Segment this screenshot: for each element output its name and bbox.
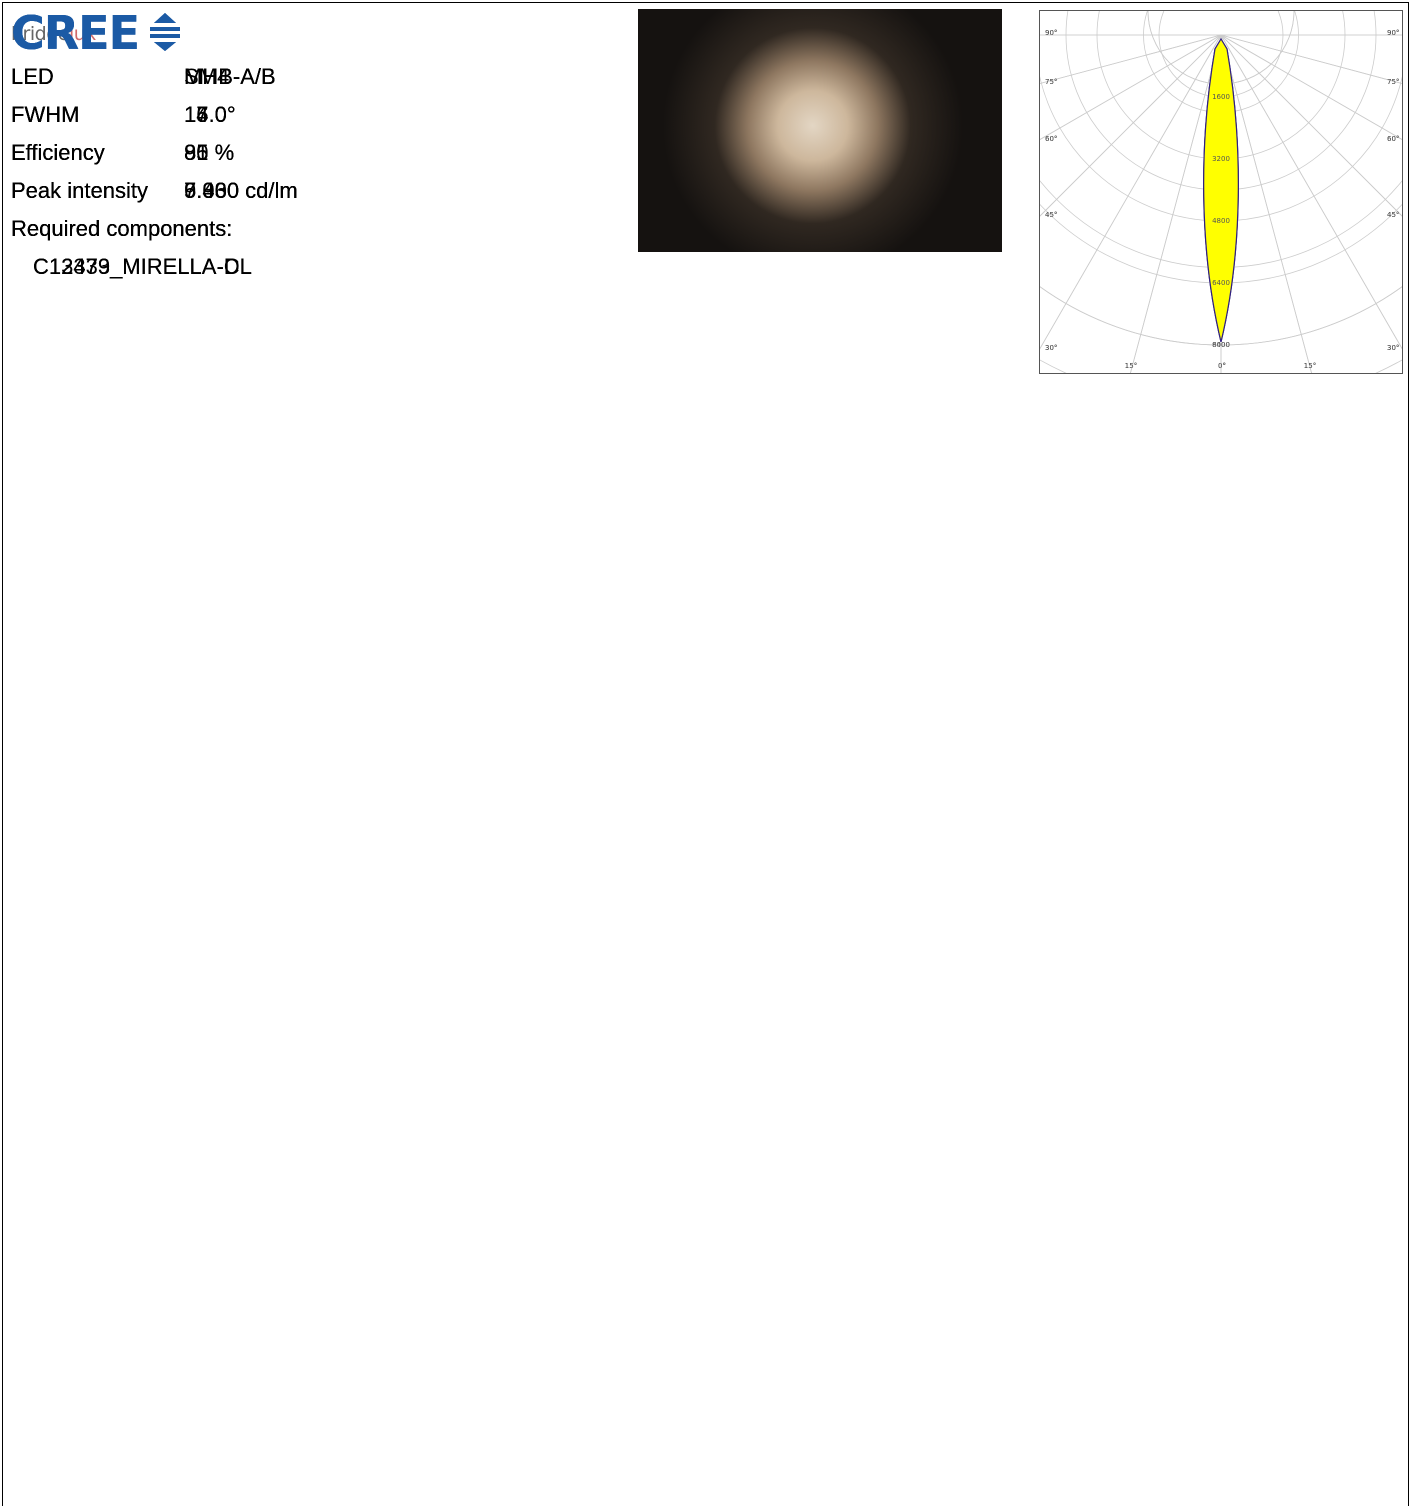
radial-label: 3200: [1212, 155, 1230, 163]
field-value: 14.0°: [184, 102, 236, 127]
angle-label: 30°: [1045, 344, 1057, 352]
logo-shape: [150, 34, 180, 38]
row: CREE LED MHB-A/B FWHM 14.0° Efficiency 90 % Pea…: [3, 6, 1408, 759]
field-label: LED: [11, 64, 54, 89]
field-label: Peak intensity: [11, 178, 148, 203]
row: CREE LED MHB-A/B FWHM 17.0° Efficiency 85 % Pea…: [3, 6, 1408, 1137]
angle-label: 15°: [1304, 362, 1316, 370]
polar-spoke: [1040, 34, 1222, 350]
field-label: LED: [11, 64, 54, 89]
radial-label: 4800: [1212, 217, 1230, 225]
logo-shape: [154, 42, 176, 51]
logo-text: lux: [68, 23, 97, 45]
logo-text: CREE: [11, 6, 140, 60]
logo: bridgelux: [11, 23, 97, 45]
angle-label: 30°: [1387, 344, 1399, 352]
field-value: MHB-A/B: [184, 64, 276, 89]
angle-label: 90°: [1387, 29, 1399, 37]
field-label: Peak intensity: [11, 178, 148, 203]
logo-text: bridge: [11, 23, 69, 45]
required-label: Required components:: [11, 216, 233, 241]
angle-label: 45°: [1045, 211, 1057, 219]
polar-spoke: [1130, 34, 1222, 373]
field-value: 17.0°: [184, 102, 236, 127]
field-value: SM4: [184, 64, 230, 89]
field-value: 6.930 cd/lm: [184, 178, 298, 203]
beam-image: [638, 9, 1002, 252]
angle-label: 60°: [1387, 135, 1399, 143]
angle-label: 90°: [1045, 29, 1057, 37]
field-label: FWHM: [11, 102, 80, 127]
field-value: 7.000 cd/lm: [184, 178, 298, 203]
angle-label: 60°: [1045, 135, 1057, 143]
angle-label: 60°: [1045, 135, 1057, 143]
component: C12479_MIRELLA-DL: [33, 254, 252, 279]
polar-spoke: [1220, 34, 1402, 350]
component: C12479_MIRELLA-DL: [33, 254, 252, 279]
polar-spoke: [1220, 34, 1312, 373]
angle-label: 75°: [1045, 78, 1057, 86]
required-label: Required components:: [11, 216, 233, 241]
polar-spoke: [1040, 34, 1222, 217]
polar-spoke: [1220, 34, 1402, 140]
field-label: FWHM: [11, 102, 80, 127]
angle-label: 30°: [1045, 344, 1057, 352]
field-label: Efficiency: [11, 140, 105, 165]
field-value: MHB-A/B: [184, 64, 276, 89]
field-value: 81 %: [184, 140, 235, 165]
field-value: MHB-A/B: [184, 64, 276, 89]
field-value: 5.430 cd/lm: [184, 178, 298, 203]
required-label: Required components:: [11, 216, 233, 241]
angle-label: 15°: [1125, 362, 1137, 370]
angle-label: 45°: [1387, 211, 1399, 219]
field-value: 9.360 cd/lm: [184, 178, 298, 203]
polar-spoke: [1220, 34, 1402, 84]
polar-spoke: [1040, 34, 1222, 140]
angle-label: 75°: [1387, 78, 1399, 86]
logo-text: CREE: [11, 6, 140, 60]
angle-label: 0°: [1218, 362, 1226, 370]
field-label: LED: [11, 64, 54, 89]
logo-icon: [150, 13, 180, 51]
polar-diagram: 90° 90° 75° 75° 60° 60° 45° 45° 30° 30° 15° 0° 15° 16…: [1039, 10, 1403, 374]
field-value: 90 %: [184, 140, 235, 165]
radial-label: 1600: [1212, 93, 1230, 101]
field-label: Efficiency: [11, 140, 105, 165]
field-label: LED: [11, 64, 54, 89]
angle-label: 45°: [1387, 211, 1399, 219]
radial-label: 8000: [1212, 341, 1230, 349]
polar-spoke: [1040, 34, 1222, 84]
field-value: 15.0°: [184, 102, 236, 127]
logo-text: CREE: [11, 6, 140, 60]
logo-shape: [150, 27, 180, 31]
field-label: FWHM: [11, 102, 80, 127]
field-label: Efficiency: [11, 140, 105, 165]
angle-label: 0°: [1218, 362, 1226, 370]
angle-label: 60°: [1387, 135, 1399, 143]
field-value: 85 %: [184, 140, 235, 165]
field-label: Peak intensity: [11, 178, 148, 203]
angle-label: 90°: [1045, 29, 1057, 37]
angle-label: 75°: [1045, 78, 1057, 86]
angle-label: 45°: [1045, 211, 1057, 219]
angle-label: 15°: [1125, 362, 1137, 370]
field-value: 16.0°: [184, 102, 236, 127]
required-label: Required components:: [11, 216, 233, 241]
field-value: 85 %: [184, 140, 235, 165]
polar-spoke: [1220, 34, 1402, 217]
field-label: Efficiency: [11, 140, 105, 165]
radial-label: 6400: [1212, 279, 1230, 287]
field-label: FWHM: [11, 102, 80, 127]
angle-label: 30°: [1387, 344, 1399, 352]
angle-label: 75°: [1387, 78, 1399, 86]
beam-lobe: [1203, 37, 1239, 343]
polar-svg: 90° 90° 75° 75° 60° 60° 45° 45° 30° 30° 15° 0° 15° 16…: [1040, 11, 1402, 373]
field-label: Peak intensity: [11, 178, 148, 203]
row: CREE LED MHB-A/B FWHM 16.0° Efficiency 85 % Pea…: [3, 6, 1408, 1509]
angle-label: 90°: [1387, 29, 1399, 37]
logo-shape: [154, 13, 176, 23]
component: C13333_MIRELLA-CL: [33, 254, 252, 279]
